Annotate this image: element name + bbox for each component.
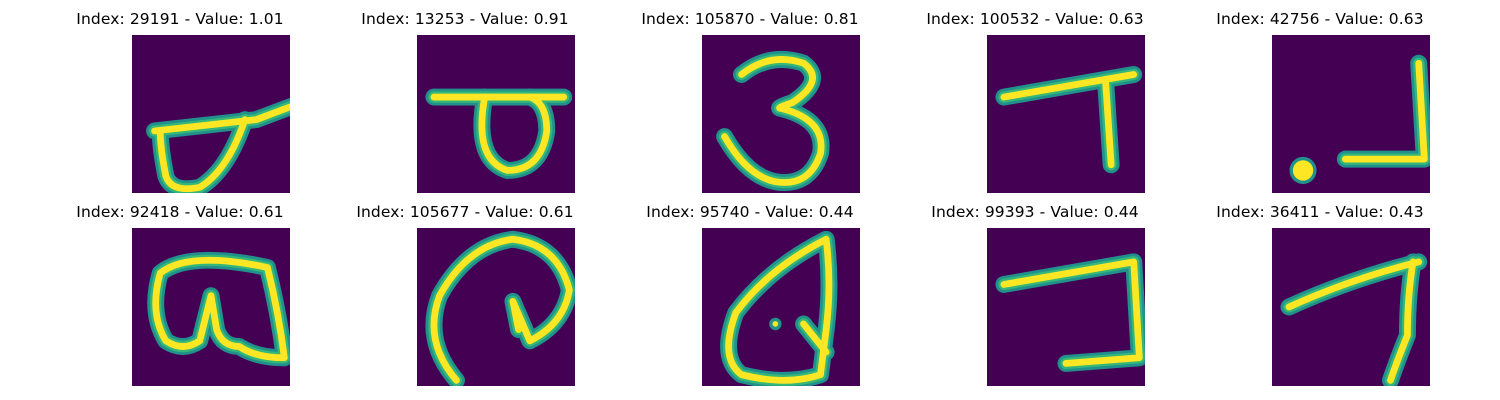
image-title: Index: 100532 - Value: 0.63 [926,10,1144,28]
stroke-core [1102,76,1115,169]
image-background [987,35,1145,193]
stroke-core [725,235,833,384]
digit-image [417,35,575,193]
image-title: Index: 13253 - Value: 0.91 [361,10,569,28]
digit-image [702,228,860,386]
stroke-core [721,56,825,186]
stroke-core [1000,71,1138,101]
image-title: Index: 42756 - Value: 0.63 [1216,10,1424,28]
digit-image [987,35,1145,193]
image-title: Index: 105870 - Value: 0.81 [641,10,859,28]
image-cell: Index: 105677 - Value: 0.61 [315,193,615,386]
stroke-core [1285,258,1423,311]
digit-image [987,228,1145,386]
digit-image [132,228,290,386]
image-cell: Index: 92418 - Value: 0.61 [30,193,330,386]
stroke-core [1387,258,1417,384]
image-title: Index: 29191 - Value: 1.01 [76,10,284,28]
stroke-core [152,256,288,362]
digit-image [702,35,860,193]
image-title: Index: 99393 - Value: 0.44 [931,203,1139,221]
image-cell: Index: 29191 - Value: 1.01 [30,0,330,193]
image-cell: Index: 100532 - Value: 0.63 [885,0,1185,193]
image-title: Index: 36411 - Value: 0.43 [1216,203,1424,221]
digit-image [417,228,575,386]
image-title: Index: 95740 - Value: 0.44 [646,203,854,221]
image-title: Index: 92418 - Value: 0.61 [76,203,284,221]
image-cell: Index: 42756 - Value: 0.63 [1170,0,1470,193]
stroke-core [478,93,551,174]
stroke-core [151,103,290,135]
image-cell: Index: 36411 - Value: 0.43 [1170,193,1470,386]
image-cell: Index: 13253 - Value: 0.91 [315,0,615,193]
stroke-core [1341,59,1428,163]
stroke-core [800,320,830,356]
image-cell: Index: 99393 - Value: 0.44 [885,193,1185,386]
stroke-core [1000,258,1143,367]
image-cell: Index: 105870 - Value: 0.81 [600,0,900,193]
stroke-dot [772,321,779,327]
stroke-dot [1292,160,1314,181]
image-cell: Index: 95740 - Value: 0.44 [600,193,900,386]
stroke-core [156,116,249,193]
digit-image [1272,35,1430,193]
digit-image [132,35,290,193]
digit-image [1272,228,1430,386]
stroke-core [430,235,573,384]
image-title: Index: 105677 - Value: 0.61 [356,203,574,221]
